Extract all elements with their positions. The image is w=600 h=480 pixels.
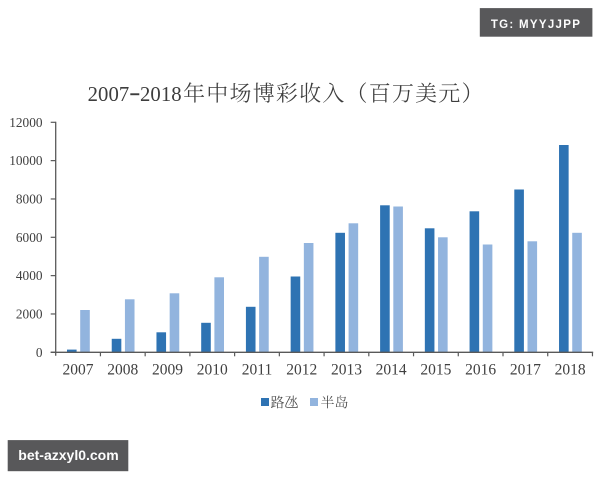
svg-text:10000: 10000 xyxy=(9,153,43,168)
svg-text:bet-azxyl0.com: bet-azxyl0.com xyxy=(18,447,118,463)
svg-text:2007: 2007 xyxy=(88,84,130,106)
svg-text:2014: 2014 xyxy=(376,362,407,379)
svg-text:2009: 2009 xyxy=(152,362,183,379)
svg-text:2016: 2016 xyxy=(465,362,496,379)
svg-text:2013: 2013 xyxy=(331,362,362,379)
svg-text:8000: 8000 xyxy=(16,192,43,207)
svg-text:2017: 2017 xyxy=(510,362,541,379)
svg-text:2007: 2007 xyxy=(63,362,94,379)
svg-text:0: 0 xyxy=(36,345,43,360)
svg-text:4000: 4000 xyxy=(16,268,43,283)
svg-text:2011: 2011 xyxy=(242,362,272,379)
svg-text:2015: 2015 xyxy=(420,362,451,379)
svg-text:TG: MYYJJPP: TG: MYYJJPP xyxy=(491,19,581,31)
svg-text:12000: 12000 xyxy=(9,115,43,130)
svg-text:2000: 2000 xyxy=(16,307,43,322)
svg-text:6000: 6000 xyxy=(16,230,43,245)
svg-text:2010: 2010 xyxy=(197,362,228,379)
svg-text:2008: 2008 xyxy=(107,362,138,379)
svg-text:2012: 2012 xyxy=(286,362,317,379)
svg-text:2018: 2018 xyxy=(555,362,586,379)
svg-text:2018: 2018 xyxy=(140,84,182,106)
